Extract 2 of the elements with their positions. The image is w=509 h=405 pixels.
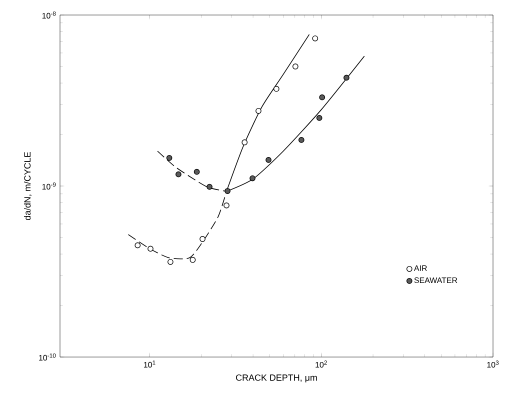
x-axis-title: CRACK DEPTH, μm (236, 374, 317, 382)
y-axis-title: da/dN, m/CYCLE (24, 152, 32, 220)
